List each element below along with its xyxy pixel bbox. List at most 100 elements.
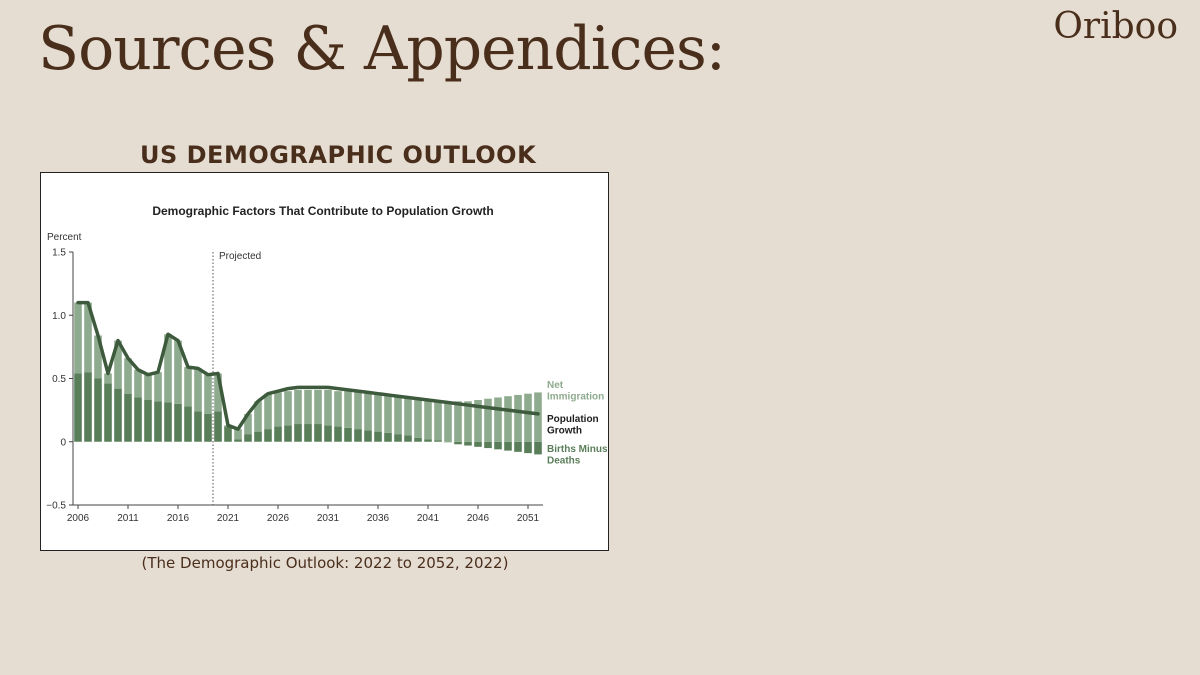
births-minus-deaths-bar bbox=[334, 426, 342, 442]
births-minus-deaths-bar bbox=[254, 431, 262, 442]
births-minus-deaths-bar bbox=[144, 400, 152, 442]
net-immigration-bar bbox=[434, 401, 442, 441]
net-immigration-bar bbox=[254, 401, 262, 432]
births-minus-deaths-bar bbox=[124, 393, 132, 442]
legend-line-1: Births Minus bbox=[547, 444, 607, 455]
births-minus-deaths-bar bbox=[404, 435, 412, 442]
net-immigration-bar bbox=[324, 389, 332, 426]
legend-population-growth: Population Growth bbox=[547, 414, 599, 437]
net-immigration-bar bbox=[154, 372, 162, 402]
population-growth-chart: Demographic Factors That Contribute to P… bbox=[46, 204, 607, 524]
net-immigration-bar bbox=[474, 400, 482, 442]
legend-line-2: Growth bbox=[547, 426, 582, 437]
net-immigration-bar bbox=[94, 335, 102, 379]
net-immigration-bar bbox=[464, 401, 472, 442]
net-immigration-bar bbox=[264, 393, 272, 430]
brand-logo: Oriboo bbox=[1053, 6, 1178, 47]
net-immigration-bar bbox=[444, 402, 452, 442]
births-minus-deaths-bar bbox=[354, 429, 362, 442]
y-tick-label: 0 bbox=[60, 437, 66, 448]
net-immigration-bar bbox=[174, 340, 182, 404]
y-tick-label: 1.0 bbox=[52, 311, 66, 322]
births-minus-deaths-bar bbox=[314, 424, 322, 442]
net-immigration-bar bbox=[124, 358, 132, 394]
net-immigration-bar bbox=[454, 401, 462, 442]
net-immigration-bar bbox=[244, 413, 252, 435]
net-immigration-bar bbox=[494, 397, 502, 442]
x-tick-label: 2006 bbox=[67, 513, 90, 524]
births-minus-deaths-bar bbox=[154, 401, 162, 442]
births-minus-deaths-bar bbox=[234, 439, 242, 442]
net-immigration-bar bbox=[354, 392, 362, 430]
net-immigration-bar bbox=[514, 394, 522, 442]
net-immigration-bar bbox=[524, 393, 532, 442]
births-minus-deaths-bar bbox=[114, 388, 122, 442]
net-immigration-bar bbox=[274, 392, 282, 427]
births-minus-deaths-bar bbox=[104, 383, 112, 442]
x-tick-label: 2051 bbox=[517, 513, 540, 524]
x-tick-label: 2046 bbox=[467, 513, 490, 524]
births-minus-deaths-bar bbox=[414, 437, 422, 442]
births-minus-deaths-bar bbox=[134, 397, 142, 442]
births-minus-deaths-bar bbox=[374, 431, 382, 442]
births-minus-deaths-bar bbox=[184, 406, 192, 442]
legend-line-2: Deaths bbox=[547, 456, 581, 467]
net-immigration-bar bbox=[534, 392, 542, 442]
chart-title: Demographic Factors That Contribute to P… bbox=[152, 204, 493, 218]
net-immigration-bar bbox=[374, 393, 382, 432]
population-growth-line bbox=[76, 300, 540, 431]
net-immigration-bar bbox=[284, 391, 292, 426]
net-immigration-bar bbox=[134, 369, 142, 398]
x-tick-label: 2021 bbox=[217, 513, 240, 524]
net-immigration-bar bbox=[394, 396, 402, 435]
legend-line-2: Immigration bbox=[547, 392, 604, 403]
net-immigration-bar bbox=[424, 400, 432, 440]
net-immigration-bar bbox=[104, 373, 112, 384]
births-minus-deaths-bar bbox=[274, 426, 282, 442]
y-tick-label: 1.5 bbox=[52, 248, 66, 259]
chart-section-heading: US DEMOGRAPHIC OUTLOOK bbox=[140, 141, 537, 169]
births-minus-deaths-bar bbox=[174, 403, 182, 442]
net-immigration-bar bbox=[344, 391, 352, 428]
net-immigration-bar bbox=[234, 429, 242, 440]
births-minus-deaths-bar bbox=[264, 429, 272, 442]
births-minus-deaths-bar bbox=[204, 413, 212, 442]
net-immigration-bar bbox=[484, 398, 492, 442]
net-immigration-bar bbox=[504, 396, 512, 442]
births-minus-deaths-bar bbox=[284, 425, 292, 442]
births-minus-deaths-bar bbox=[384, 432, 392, 442]
net-immigration-bar bbox=[164, 334, 172, 403]
legend-line-1: Net bbox=[547, 380, 564, 391]
net-immigration-bar bbox=[84, 302, 92, 373]
births-minus-deaths-bar bbox=[74, 373, 82, 442]
births-minus-deaths-bar bbox=[214, 411, 222, 442]
births-minus-deaths-bar bbox=[534, 441, 542, 455]
y-axis-label: Percent bbox=[47, 232, 82, 243]
x-tick-label: 2026 bbox=[267, 513, 290, 524]
net-immigration-bar bbox=[364, 392, 372, 431]
projected-label: Projected bbox=[219, 251, 261, 262]
births-minus-deaths-bar bbox=[324, 425, 332, 442]
chart-frame: Demographic Factors That Contribute to P… bbox=[40, 172, 609, 551]
births-minus-deaths-bar bbox=[464, 441, 472, 446]
legend-net-immigration: Net Immigration bbox=[547, 380, 604, 403]
births-minus-deaths-bar bbox=[194, 411, 202, 442]
net-immigration-bar bbox=[114, 340, 122, 389]
births-minus-deaths-bar bbox=[524, 441, 532, 454]
source-caption: (The Demographic Outlook: 2022 to 2052, … bbox=[141, 554, 509, 572]
births-minus-deaths-bar bbox=[434, 440, 442, 442]
births-minus-deaths-bar bbox=[484, 441, 492, 449]
births-minus-deaths-bar bbox=[514, 441, 522, 452]
net-immigration-bar bbox=[384, 394, 392, 433]
y-tick-label: −0.5 bbox=[46, 501, 66, 512]
births-minus-deaths-bar bbox=[394, 434, 402, 442]
net-immigration-bar bbox=[334, 391, 342, 427]
births-minus-deaths-bar bbox=[244, 434, 252, 442]
net-immigration-bar bbox=[304, 389, 312, 425]
net-immigration-bar bbox=[294, 389, 302, 425]
net-immigration-bar bbox=[404, 397, 412, 436]
x-tick-label: 2016 bbox=[167, 513, 190, 524]
births-minus-deaths-bar bbox=[304, 424, 312, 442]
legend-line-1: Population bbox=[547, 414, 599, 425]
births-minus-deaths-bar bbox=[84, 372, 92, 442]
